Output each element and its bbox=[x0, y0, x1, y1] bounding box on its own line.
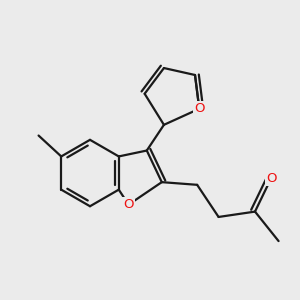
Text: O: O bbox=[123, 198, 134, 211]
Text: O: O bbox=[194, 102, 205, 115]
Text: O: O bbox=[266, 172, 276, 185]
